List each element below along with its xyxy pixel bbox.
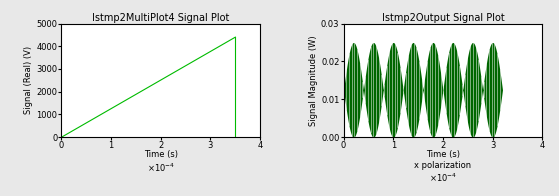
- Title: Istmp2MultiPlot4 Signal Plot: Istmp2MultiPlot4 Signal Plot: [92, 13, 230, 23]
- Y-axis label: Signal (Real) (V): Signal (Real) (V): [25, 46, 34, 114]
- Y-axis label: Signal Magnitude (W): Signal Magnitude (W): [309, 35, 318, 126]
- X-axis label: Time (s)
x polarization
$\times10^{-4}$: Time (s) x polarization $\times10^{-4}$: [414, 150, 471, 184]
- Title: Istmp2Output Signal Plot: Istmp2Output Signal Plot: [382, 13, 504, 23]
- X-axis label: Time (s)
$\times10^{-4}$: Time (s) $\times10^{-4}$: [144, 150, 178, 174]
